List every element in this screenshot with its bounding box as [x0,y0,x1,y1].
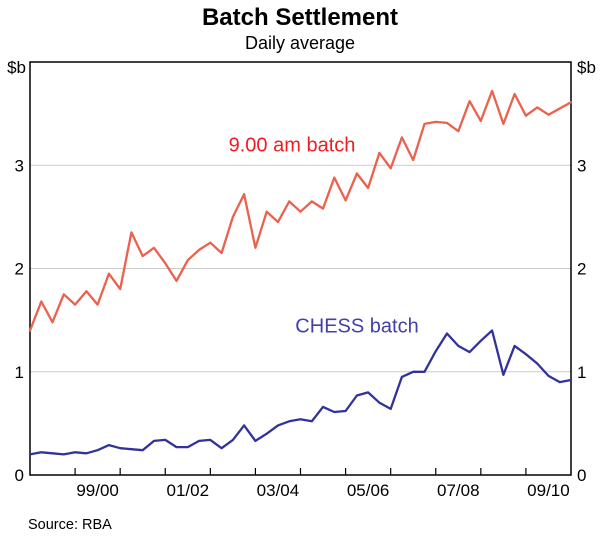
series-line-9am-batch [28,89,573,332]
plot-border [29,61,572,476]
source-note: Source: RBA [28,517,112,533]
y-axis-unit-left: $b [7,58,26,77]
x-axis-label: 99/00 [76,481,119,500]
x-axis-label: 03/04 [257,481,300,500]
x-axis-label: 01/02 [167,481,210,500]
chart-subtitle: Daily average [244,33,356,53]
y-axis-label-right: 3 [577,156,586,175]
y-axis-label-left: 1 [15,363,24,382]
series-label-chess-batch: CHESS batch [295,315,419,338]
y-axis-label-right: 0 [577,466,586,485]
y-axis-label-right: 1 [577,363,586,382]
x-axis-label: 07/08 [437,481,480,500]
chart-title: Batch Settlement [201,4,399,31]
series-label-9am-batch: 9.00 am batch [228,134,356,157]
y-axis-label-left: 3 [15,156,24,175]
y-axis-label-left: 2 [15,260,24,279]
x-axis-label: 05/06 [347,481,390,500]
x-axis-label: 09/10 [527,481,570,500]
y-axis-label-left: 0 [15,466,24,485]
y-axis-label-right: 2 [577,260,586,279]
series-line-chess-batch [28,329,573,456]
y-axis-unit-right: $b [577,58,596,77]
